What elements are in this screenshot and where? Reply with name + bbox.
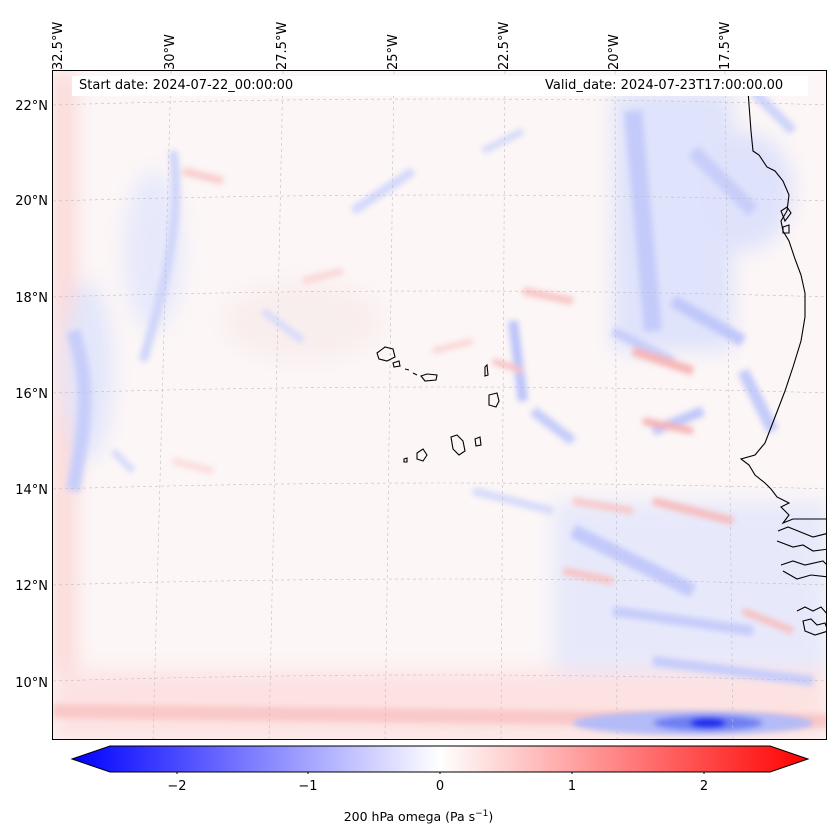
header-bar [72,76,808,96]
lat-label-16n: 16°N [15,387,48,402]
lat-label-22n: 22°N [15,99,48,114]
lon-label-30w: 30°W [163,34,178,70]
lon-label-25w: 25°W [386,34,401,70]
lat-label-20n: 20°N [15,194,48,209]
start-date-text: Start date: 2024-07-22_00:00:00 [79,78,294,93]
african-coastline [739,90,826,636]
lat-label-14n: 14°N [15,483,48,498]
lon-label-27.5w: 27.5°W [275,21,290,70]
map-field [53,71,826,739]
colorbar-body [70,745,810,773]
lon-label-17.5w: 17.5°W [718,21,733,70]
lon-label-22.5w: 22.5°W [497,21,512,70]
strong-ascent-feature [573,711,813,735]
graticule [53,71,826,739]
lon-label-20w: 20°W [607,34,622,70]
colorbar-tick-0: 0 [435,779,445,794]
colorbar [60,744,820,776]
lat-label-18n: 18°N [15,291,48,306]
colorbar-svg [70,745,810,776]
omega-map [52,70,827,740]
valid-date-text: Valid_date: 2024-07-23T17:00:00.00 [545,78,784,93]
colorbar-tick-minus1: −1 [298,779,318,794]
colorbar-tick-1: 1 [567,779,577,794]
colorbar-label: 200 hPa omega (Pa s−1) [343,809,494,825]
lat-label-12n: 12°N [15,579,48,594]
lat-label-10n: 10°N [15,676,48,691]
colorbar-tick-2: 2 [699,779,709,794]
lon-label-32.5w: 32.5°W [51,21,66,70]
cape-verde-islands [376,346,500,463]
colorbar-tick-minus2: −2 [167,779,187,794]
